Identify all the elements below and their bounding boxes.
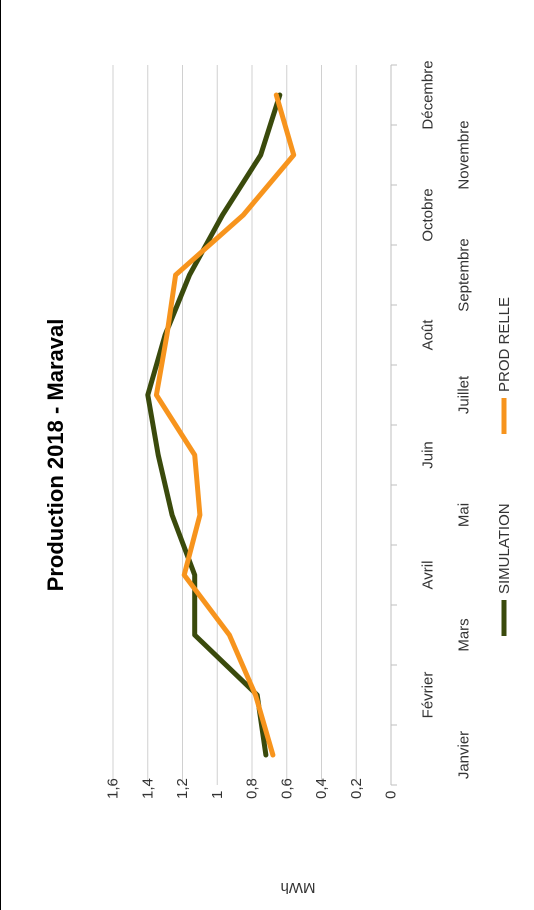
value-tick-label: 1 [209,791,226,799]
value-tick-label: 1,4 [139,778,156,799]
chart-title: Production 2018 - Maraval [43,319,68,592]
category-tick-label: Juillet [456,375,473,414]
gridlines [112,65,392,785]
category-tick-label: Février [420,672,437,719]
category-tick-label: Septembre [456,238,473,311]
value-tick-label: 0,4 [313,778,330,799]
value-tick-label: 1,6 [105,778,122,799]
value-tick-label: 1,2 [174,778,191,799]
y-axis-title: MWh [281,879,316,896]
category-tick-label: Janvier [456,731,473,779]
legend-label-prod-relle: PROD RELLE [496,297,513,392]
axis-ticks [391,64,397,786]
value-tick-label: 0,6 [278,778,295,799]
category-tick-label: Août [420,319,437,351]
category-tick-label: Novembre [456,120,473,189]
legend: SIMULATION PROD RELLE [496,297,513,636]
tick-labels: 0 0,2 0,4 0,6 0,8 1 1,2 1,4 1,6 Janvier Février Mar… [105,60,473,799]
value-tick-label: 0,2 [348,778,365,799]
category-tick-label: Mars [456,618,473,651]
value-tick-label: 0 [383,791,400,799]
legend-label-simulation: SIMULATION [496,503,513,594]
series-line-simulation [145,92,283,758]
category-tick-label: Avril [420,561,437,590]
category-tick-label: Décembre [420,60,437,129]
series-lines [145,92,297,758]
category-tick-label: Octobre [420,188,437,241]
category-tick-label: Juin [420,441,437,469]
category-tick-label: Mai [456,503,473,527]
series-line-prod-relle [153,92,297,758]
value-tick-label: 0,8 [244,778,261,799]
